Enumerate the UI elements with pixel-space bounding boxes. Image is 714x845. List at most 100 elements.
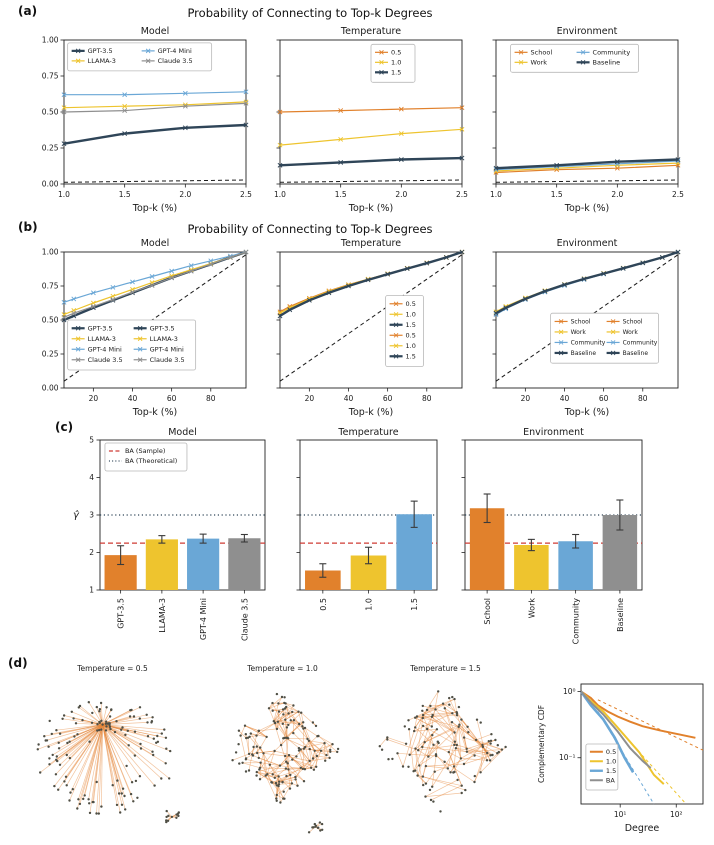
svg-text:1.5: 1.5 <box>391 69 401 77</box>
chart-b-environment: Environment 20 40 60 80 Top-k (%) School Work Co… <box>460 234 686 436</box>
svg-text:40: 40 <box>560 394 570 403</box>
svg-text:80: 80 <box>422 394 432 403</box>
chart-a-environment: Environment 1.0 1.5 2.0 2.5 Top-k (%) School Wo… <box>460 22 686 220</box>
chart-b-temperature: Temperature 20 40 60 80 Top-k (%) 0.5 1.0 1.5 0.5… <box>244 234 470 436</box>
svg-text:Complementary CDF: Complementary CDF <box>537 705 546 783</box>
svg-text:10¹: 10¹ <box>614 810 627 819</box>
svg-text:0.50: 0.50 <box>42 108 59 117</box>
svg-text:Top-k (%): Top-k (%) <box>564 407 609 418</box>
svg-text:LLAMA-3: LLAMA-3 <box>88 57 116 65</box>
svg-text:Environment: Environment <box>557 238 618 249</box>
svg-text:1.0: 1.0 <box>606 757 616 765</box>
svg-text:2.0: 2.0 <box>611 190 623 199</box>
svg-text:GPT-4 Mini: GPT-4 Mini <box>88 345 122 353</box>
svg-text:Work: Work <box>571 329 587 336</box>
panel-label-c: (c) <box>55 420 74 434</box>
svg-text:Baseline: Baseline <box>571 350 597 357</box>
svg-text:Claude 3.5: Claude 3.5 <box>150 356 185 364</box>
svg-text:0.75: 0.75 <box>42 72 59 81</box>
svg-text:Top-k (%): Top-k (%) <box>564 203 609 214</box>
svg-text:School: School <box>483 598 492 625</box>
svg-text:School: School <box>623 319 643 326</box>
svg-text:1.5: 1.5 <box>406 321 416 329</box>
svg-text:GPT-4 Mini: GPT-4 Mini <box>199 598 208 640</box>
svg-text:40: 40 <box>344 394 354 403</box>
svg-a_environment: Environment 1.0 1.5 2.0 2.5 Top-k (%) School Wo… <box>490 26 684 214</box>
chart-c-environment-bars: Environment School Work Community Baseline <box>427 424 652 660</box>
svg-text:0.5: 0.5 <box>606 748 616 756</box>
svg-text:GPT-3.5: GPT-3.5 <box>117 598 126 629</box>
svg-text:0.25: 0.25 <box>42 350 59 359</box>
svg-text:1.0: 1.0 <box>58 190 70 199</box>
svg-text:0.5: 0.5 <box>391 49 401 57</box>
svg-c_model: Model 1 2 3 4 5 γ̂ GPT-3.5 LLAMA-3 GPT-4 Mini Clau… <box>73 427 266 641</box>
svg-text:2.5: 2.5 <box>456 190 468 199</box>
svg-text:0.5: 0.5 <box>406 331 416 339</box>
svg-text:20: 20 <box>521 394 531 403</box>
svg-text:60: 60 <box>599 394 609 403</box>
svg-text:0.00: 0.00 <box>42 384 59 393</box>
svg-text:Model: Model <box>141 238 170 249</box>
svg-text:School: School <box>571 319 591 326</box>
network-title-temp-15: Temperature = 1.5 <box>410 664 481 673</box>
svg-text:10⁻¹: 10⁻¹ <box>559 753 576 762</box>
svg-text:1.5: 1.5 <box>119 190 131 199</box>
svg-text:80: 80 <box>638 394 648 403</box>
svg-text:BA: BA <box>606 776 615 784</box>
svg-net_15 <box>378 690 507 813</box>
svg-text:Model: Model <box>168 427 197 438</box>
svg-text:Degree: Degree <box>625 823 660 834</box>
svg-text:Temperature: Temperature <box>340 26 401 37</box>
panel-label-a: (a) <box>18 4 38 18</box>
svg-text:γ̂: γ̂ <box>73 509 80 521</box>
svg-text:40: 40 <box>128 394 138 403</box>
svg-text:Environment: Environment <box>523 427 584 438</box>
svg-text:0.5: 0.5 <box>406 300 416 308</box>
svg-a_model: Model 1.0 1.5 2.0 2.5 0.00 0.25 0.50 0.75 1.00 Top… <box>42 26 252 214</box>
svg-text:Work: Work <box>527 598 536 619</box>
svg-text:Work: Work <box>531 59 548 67</box>
svg-text:Claude 3.5: Claude 3.5 <box>88 356 123 364</box>
svg-text:GPT-4 Mini: GPT-4 Mini <box>158 47 192 55</box>
svg-text:0.00: 0.00 <box>42 180 59 189</box>
svg-text:Community: Community <box>572 598 581 645</box>
svg-b_temperature: Temperature 20 40 60 80 Top-k (%) 0.5 1.0 1.5 0.5… <box>276 238 465 418</box>
chart-a-model: Model 1.0 1.5 2.0 2.5 0.00 0.25 0.50 0.75 1.00 Top… <box>28 22 254 220</box>
svg-text:Community: Community <box>623 340 658 347</box>
svg-text:10⁰: 10⁰ <box>563 687 576 696</box>
panel-a-suptitle: Probability of Connecting to Top-k Degre… <box>187 6 433 20</box>
svg-net_10 <box>231 692 340 834</box>
svg-text:60: 60 <box>383 394 393 403</box>
svg-text:Claude 3.5: Claude 3.5 <box>240 598 249 641</box>
chart-b-model: Model 20 40 60 80 0.00 0.25 0.50 0.75 1.00 Top-k (… <box>28 234 254 436</box>
svg-text:BA (Sample): BA (Sample) <box>125 447 165 455</box>
network-graph-temp-05 <box>30 676 195 838</box>
svg-text:LLAMA-3: LLAMA-3 <box>158 598 167 633</box>
svg-text:Community: Community <box>571 340 606 347</box>
svg-text:LLAMA-3: LLAMA-3 <box>150 335 178 343</box>
svg-text:LLAMA-3: LLAMA-3 <box>88 335 116 343</box>
svg-text:Top-k (%): Top-k (%) <box>132 203 177 214</box>
svg-text:1: 1 <box>89 586 94 595</box>
svg-text:Claude 3.5: Claude 3.5 <box>158 57 193 65</box>
svg-text:Baseline: Baseline <box>623 350 649 357</box>
chart-c-model-bars: Model 1 2 3 4 5 γ̂ GPT-3.5 LLAMA-3 GPT-4 Mini Clau… <box>60 424 273 660</box>
chart-d-ccdf: 10¹ 10² 10⁰ 10⁻¹ Degree Complementary CDF 0.5 1… <box>533 676 713 834</box>
svg-text:1.5: 1.5 <box>606 767 616 775</box>
svg-text:GPT-3.5: GPT-3.5 <box>88 47 113 55</box>
svg-text:Top-k (%): Top-k (%) <box>348 203 393 214</box>
svg-text:1.0: 1.0 <box>406 342 416 350</box>
panel-label-d: (d) <box>8 656 28 670</box>
chart-a-temperature: Temperature 1.0 1.5 2.0 2.5 Top-k (%) 0.5 1.0 1.… <box>244 22 470 220</box>
network-title-temp-05: Temperature = 0.5 <box>77 664 148 673</box>
svg-text:1.0: 1.0 <box>365 598 374 611</box>
network-title-temp-10: Temperature = 1.0 <box>247 664 318 673</box>
svg-text:1.00: 1.00 <box>42 36 59 45</box>
svg-c_temperature: Temperature 0.5 1.0 1.5 <box>296 427 438 611</box>
svg-text:20: 20 <box>89 394 99 403</box>
svg-c_environment: Environment School Work Community Baseline <box>461 427 643 645</box>
svg-text:1.00: 1.00 <box>42 248 59 257</box>
svg-text:2.0: 2.0 <box>179 190 191 199</box>
